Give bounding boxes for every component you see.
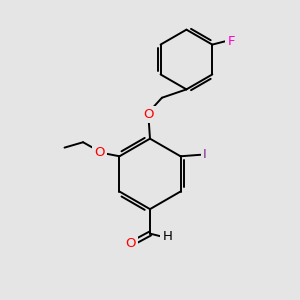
Text: F: F xyxy=(227,34,235,47)
Text: O: O xyxy=(94,146,105,159)
Text: O: O xyxy=(143,108,154,121)
Text: O: O xyxy=(126,237,136,250)
Text: I: I xyxy=(203,148,207,161)
Text: H: H xyxy=(162,230,172,243)
